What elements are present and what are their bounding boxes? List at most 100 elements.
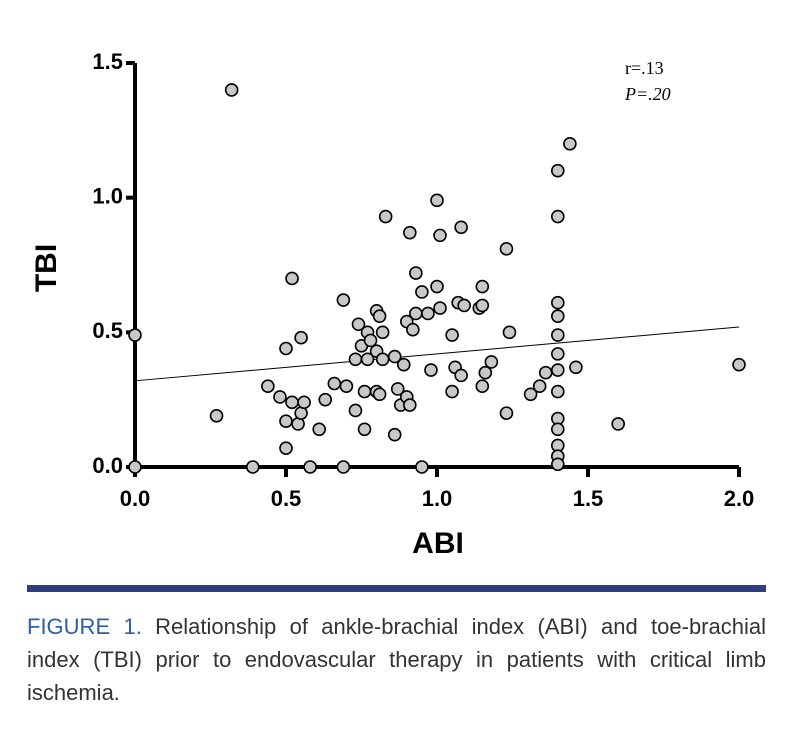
point xyxy=(550,384,565,399)
y-tick-label: 1.5 xyxy=(92,49,123,74)
x-tick-label: 1.0 xyxy=(422,486,453,511)
point xyxy=(357,422,372,437)
point xyxy=(532,379,547,394)
point xyxy=(406,322,420,337)
regression-line xyxy=(134,326,740,382)
point xyxy=(279,341,293,356)
point xyxy=(348,352,363,367)
point xyxy=(396,357,411,372)
point xyxy=(312,422,327,437)
caption: FIGURE 1. Relationship of ankle-brachial… xyxy=(27,610,766,709)
point xyxy=(484,355,499,369)
point xyxy=(375,352,390,367)
point xyxy=(360,352,375,367)
point xyxy=(409,266,423,280)
point xyxy=(430,193,444,208)
point xyxy=(128,460,142,474)
y-tick-label: 0.0 xyxy=(92,453,123,478)
point xyxy=(430,279,444,294)
point xyxy=(327,376,342,391)
point xyxy=(261,379,275,394)
point xyxy=(285,271,299,286)
point xyxy=(209,409,224,423)
point xyxy=(336,293,351,307)
point xyxy=(336,460,351,474)
y-tick-label: 1.0 xyxy=(92,183,123,208)
y-axis-title: TBI xyxy=(30,244,63,292)
point xyxy=(550,163,565,178)
point xyxy=(403,225,417,240)
point xyxy=(499,406,514,420)
point xyxy=(732,357,746,372)
point xyxy=(363,333,378,348)
point xyxy=(279,441,293,455)
point xyxy=(387,427,402,442)
point xyxy=(433,301,447,315)
point xyxy=(475,279,490,294)
point xyxy=(563,137,577,151)
divider xyxy=(27,585,766,592)
point xyxy=(351,317,366,332)
point xyxy=(245,460,260,474)
point xyxy=(409,306,423,321)
point xyxy=(611,417,626,431)
point xyxy=(378,209,393,224)
point xyxy=(424,363,438,377)
point xyxy=(550,363,565,377)
point xyxy=(550,209,565,224)
point xyxy=(538,365,553,380)
point xyxy=(550,295,565,310)
point xyxy=(445,328,459,342)
point xyxy=(285,395,299,410)
x-tick-label: 2.0 xyxy=(724,486,755,511)
point xyxy=(478,365,493,380)
point xyxy=(339,379,354,394)
chart: ABI TBI r=.13 P=.20 0.0 0.5 1.0 1.5 0.0 0.5 1.… xyxy=(30,49,755,560)
point xyxy=(523,387,538,402)
point xyxy=(415,285,429,299)
point xyxy=(550,309,565,323)
x-tick-label: 0.0 xyxy=(120,486,151,511)
point xyxy=(297,395,311,410)
point xyxy=(433,228,447,243)
point xyxy=(454,368,468,383)
point xyxy=(128,328,142,342)
annotation: r=.13 xyxy=(625,58,664,78)
x-tick-label: 1.5 xyxy=(573,486,604,511)
point xyxy=(294,330,308,345)
point xyxy=(372,309,387,323)
point xyxy=(550,457,565,472)
figure-label: FIGURE 1. xyxy=(27,614,142,639)
point xyxy=(348,403,363,418)
point xyxy=(569,360,583,375)
point xyxy=(550,347,565,361)
point xyxy=(550,328,565,342)
point xyxy=(421,306,435,321)
point xyxy=(475,379,490,394)
y-tick-label: 0.5 xyxy=(92,318,123,343)
point xyxy=(273,390,287,404)
caption-text: Relationship of ankle-brachial index (AB… xyxy=(27,614,766,705)
point xyxy=(279,414,293,429)
point xyxy=(357,384,372,399)
point xyxy=(390,382,405,396)
point xyxy=(403,398,417,412)
point xyxy=(375,325,390,340)
point xyxy=(550,422,565,437)
point xyxy=(499,242,514,256)
point xyxy=(445,384,459,399)
point xyxy=(387,349,402,364)
x-axis-title: ABI xyxy=(412,527,464,560)
point xyxy=(502,325,517,340)
point xyxy=(303,460,317,474)
point xyxy=(415,460,429,474)
point xyxy=(454,220,468,235)
point xyxy=(372,387,387,402)
point xyxy=(318,392,333,407)
point xyxy=(475,298,490,313)
annotation: P=.20 xyxy=(624,84,671,104)
point xyxy=(457,298,471,313)
x-tick-label: 0.5 xyxy=(271,486,302,511)
point xyxy=(224,83,239,97)
